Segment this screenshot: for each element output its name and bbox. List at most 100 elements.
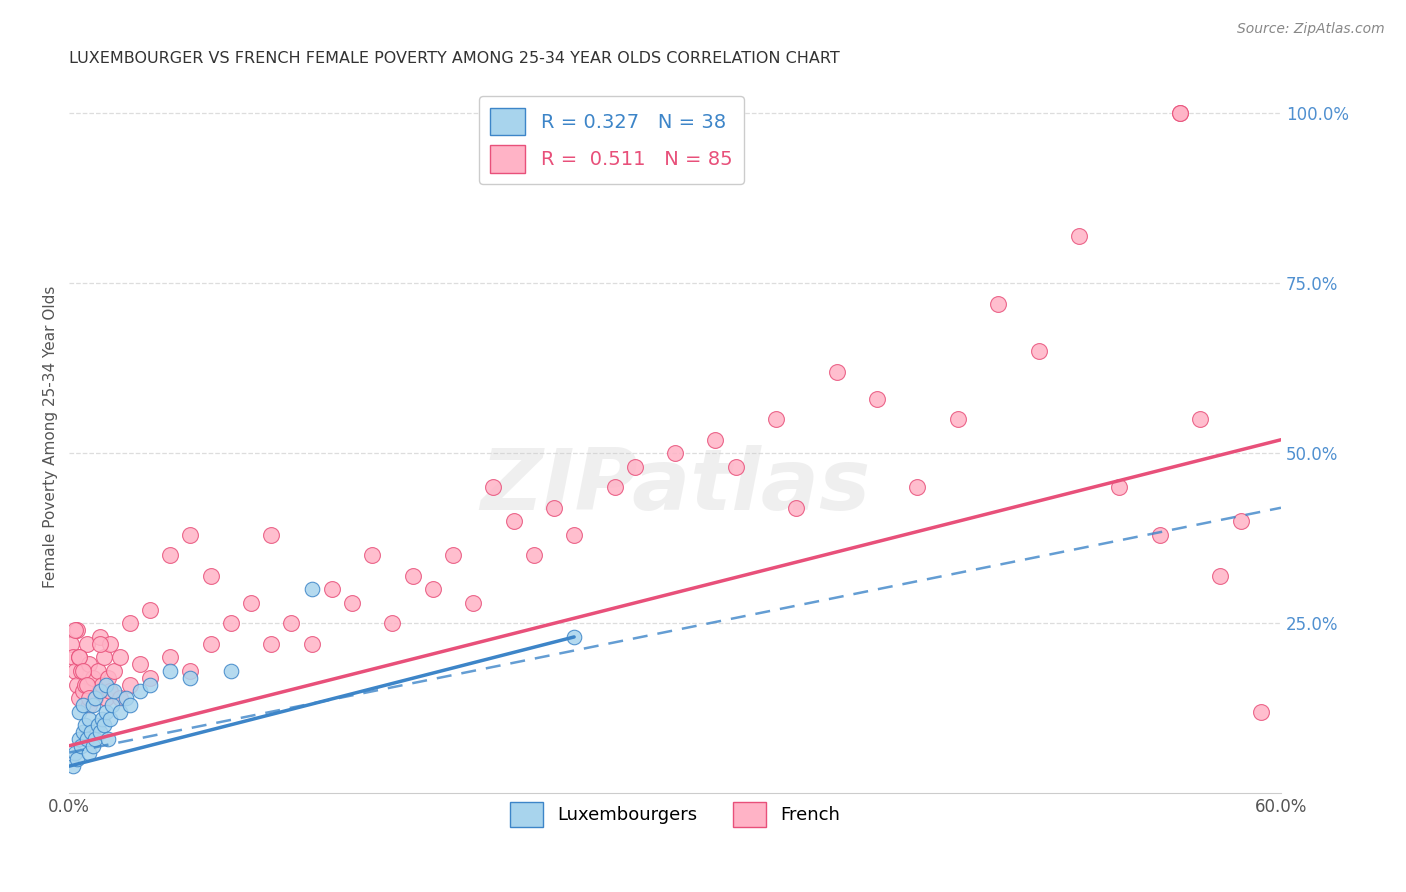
Point <box>94 705 117 719</box>
Point <box>108 650 131 665</box>
Point <box>79 698 101 712</box>
Point <box>98 684 121 698</box>
Point <box>704 433 727 447</box>
Point <box>401 568 423 582</box>
Point <box>67 691 90 706</box>
Point <box>76 731 98 746</box>
Point <box>114 691 136 706</box>
Point <box>108 705 131 719</box>
Point <box>866 392 889 406</box>
Y-axis label: Female Poverty Among 25-34 Year Olds: Female Poverty Among 25-34 Year Olds <box>44 285 58 588</box>
Point <box>86 664 108 678</box>
Point <box>89 684 111 698</box>
Point <box>765 412 787 426</box>
Point <box>89 637 111 651</box>
Point <box>80 725 103 739</box>
Point <box>129 684 152 698</box>
Point <box>179 671 201 685</box>
Point <box>502 514 524 528</box>
Point <box>66 623 89 637</box>
Legend: Luxembourgers, French: Luxembourgers, French <box>503 794 848 834</box>
Point <box>1149 528 1171 542</box>
Point <box>463 596 485 610</box>
Point <box>76 677 98 691</box>
Point <box>94 691 117 706</box>
Point <box>1168 106 1191 120</box>
Point <box>97 731 120 746</box>
Point <box>65 623 87 637</box>
Point <box>987 297 1010 311</box>
Point <box>523 549 546 563</box>
Point <box>200 568 222 582</box>
Point <box>90 712 112 726</box>
Point <box>75 718 97 732</box>
Point <box>65 746 87 760</box>
Point <box>260 528 283 542</box>
Point <box>89 630 111 644</box>
Point <box>75 677 97 691</box>
Point <box>361 549 384 563</box>
Point <box>562 630 585 644</box>
Point <box>179 528 201 542</box>
Point <box>129 657 152 672</box>
Point <box>1209 568 1232 582</box>
Point <box>785 500 807 515</box>
Point <box>94 677 117 691</box>
Point <box>76 637 98 651</box>
Point <box>82 739 104 753</box>
Point <box>98 712 121 726</box>
Point <box>946 412 969 426</box>
Point <box>825 365 848 379</box>
Point <box>70 739 93 753</box>
Point <box>86 718 108 732</box>
Point <box>103 664 125 678</box>
Point <box>84 691 107 706</box>
Point <box>118 616 141 631</box>
Point <box>543 500 565 515</box>
Point <box>159 664 181 678</box>
Point <box>200 637 222 651</box>
Point <box>66 752 89 766</box>
Point <box>441 549 464 563</box>
Point <box>72 725 94 739</box>
Point <box>562 528 585 542</box>
Point <box>907 480 929 494</box>
Point <box>72 664 94 678</box>
Point <box>139 677 162 691</box>
Point <box>118 677 141 691</box>
Point <box>623 459 645 474</box>
Text: Source: ZipAtlas.com: Source: ZipAtlas.com <box>1237 22 1385 37</box>
Point <box>219 664 242 678</box>
Point <box>301 582 323 597</box>
Point <box>240 596 263 610</box>
Point <box>1028 344 1050 359</box>
Point <box>67 650 90 665</box>
Point <box>90 677 112 691</box>
Point <box>1168 106 1191 120</box>
Point <box>82 698 104 712</box>
Point <box>118 698 141 712</box>
Point <box>321 582 343 597</box>
Point <box>159 549 181 563</box>
Point <box>60 637 83 651</box>
Point <box>603 480 626 494</box>
Point <box>62 650 84 665</box>
Point <box>93 718 115 732</box>
Point <box>381 616 404 631</box>
Point <box>280 616 302 631</box>
Point <box>93 650 115 665</box>
Point <box>139 603 162 617</box>
Point <box>1108 480 1130 494</box>
Point <box>72 684 94 698</box>
Point <box>62 759 84 773</box>
Point <box>664 446 686 460</box>
Point <box>67 705 90 719</box>
Point <box>340 596 363 610</box>
Point <box>301 637 323 651</box>
Point <box>79 712 101 726</box>
Point <box>1067 228 1090 243</box>
Point <box>219 616 242 631</box>
Point <box>79 691 101 706</box>
Point <box>84 731 107 746</box>
Point <box>179 664 201 678</box>
